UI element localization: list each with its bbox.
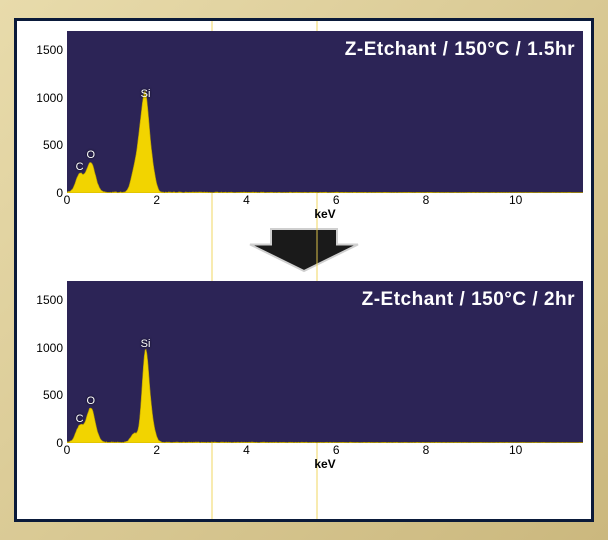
figure-panel: 050010001500 Z-Etchant / 150°C / 1.5hr C… [14, 18, 594, 522]
y-axis: 050010001500 [25, 281, 67, 443]
chart-title: Z-Etchant / 150°C / 2hr [362, 289, 575, 311]
y-tick: 1000 [36, 341, 63, 355]
spectrum-chart-top: 0 500 1000 1500 Z-Etchant / 150°C / 1.5hr C… [25, 31, 583, 221]
x-axis-label: keV [314, 457, 335, 471]
peak-label: O [86, 395, 95, 407]
x-tick: 6 [333, 193, 340, 207]
y-tick: 500 [43, 138, 63, 152]
x-tick: 4 [243, 443, 250, 457]
y-axis: 050010001500 [25, 31, 67, 193]
y-tick: 0 [56, 436, 63, 450]
x-tick: 10 [509, 443, 522, 457]
plot-area: Z-Etchant / 150°C / 1.5hr CO Si [67, 31, 583, 193]
x-axis-label: keV [314, 207, 335, 221]
arrow-divider [23, 227, 585, 273]
peak-label: Si [141, 338, 151, 350]
down-arrow-icon [244, 227, 364, 273]
peak-label: Si [141, 88, 151, 100]
x-tick: 8 [423, 443, 430, 457]
x-tick: 8 [423, 193, 430, 207]
y-tick: 500 [43, 388, 63, 402]
y-tick: 1000 [36, 91, 63, 105]
x-tick: 10 [509, 193, 522, 207]
x-tick: 6 [333, 443, 340, 457]
y-tick: 1500 [36, 43, 63, 57]
chart-title: Z-Etchant / 150°C / 1.5hr [345, 39, 575, 61]
y-tick: 1500 [36, 293, 63, 307]
y-tick: 0 [56, 186, 63, 200]
x-tick: 0 [64, 193, 71, 207]
x-tick: 2 [153, 443, 160, 457]
spectrum-chart-bottom: 0 500 1000 1500 Z-Etchant / 150°C / 2hr CO S… [25, 281, 583, 471]
x-axis: keV 0 2 4 6 8 10 [67, 443, 583, 471]
x-tick: 4 [243, 193, 250, 207]
peak-label: C [76, 161, 84, 173]
x-tick: 0 [64, 443, 71, 457]
x-tick: 2 [153, 193, 160, 207]
x-axis: keV 0 2 4 6 8 10 [67, 193, 583, 221]
peak-label: O [86, 149, 95, 161]
outer-frame: 050010001500 Z-Etchant / 150°C / 1.5hr C… [0, 0, 608, 540]
peak-label: C [76, 413, 84, 425]
plot-area: Z-Etchant / 150°C / 2hr CO Si [67, 281, 583, 443]
